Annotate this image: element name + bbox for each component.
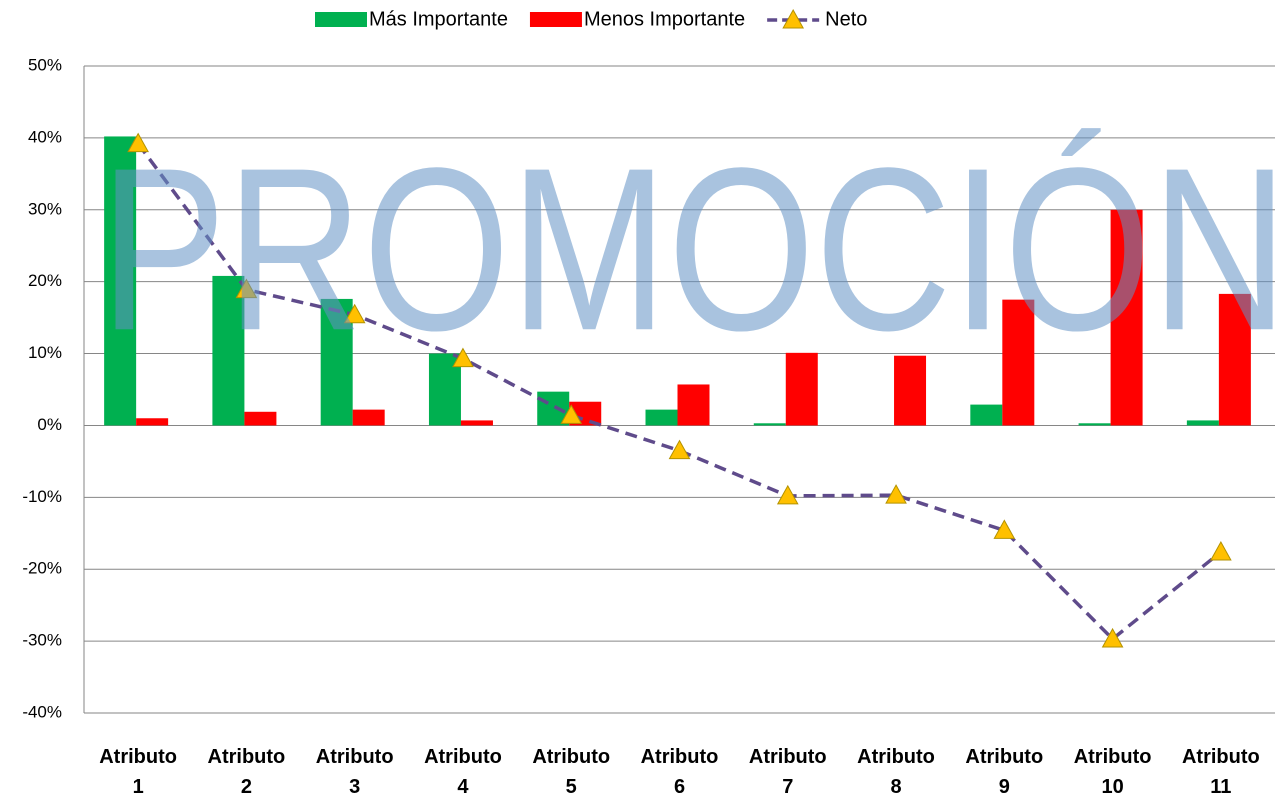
bar — [212, 275, 245, 426]
bar — [352, 409, 385, 426]
line — [136, 142, 1222, 642]
x-tick-label: Atributo 1 — [99, 746, 177, 798]
x-tick-label: Atributo 11 — [1181, 746, 1260, 798]
marker — [993, 519, 1016, 539]
bar — [460, 420, 493, 426]
bar — [244, 411, 277, 426]
marker — [668, 439, 691, 460]
marker — [343, 303, 366, 324]
marker — [560, 404, 583, 424]
legend-label: Más Importante — [369, 8, 508, 30]
y-tick-label: 20% — [28, 271, 62, 290]
y-tick-label: 30% — [28, 199, 62, 218]
bar — [1078, 423, 1111, 426]
x-tick-label: Atributo 7 — [748, 746, 827, 798]
bar — [645, 409, 678, 426]
x-tick-label: Atributo 2 — [207, 746, 286, 798]
legend-swatch — [529, 12, 582, 27]
marker — [1101, 627, 1124, 648]
marker — [1210, 540, 1232, 561]
legend-marker — [782, 8, 805, 29]
x-tick-label: Atributo 9 — [965, 746, 1044, 798]
y-tick-label: 10% — [28, 343, 62, 362]
x-tick-label: Atributo 10 — [1073, 746, 1152, 798]
y-tick-label: -10% — [22, 487, 62, 506]
marker — [776, 484, 799, 505]
marker — [127, 132, 149, 153]
y-tick-label: -20% — [22, 559, 62, 578]
bar — [1218, 293, 1251, 426]
y-tick-label: 50% — [28, 55, 62, 74]
marker — [452, 347, 474, 368]
x-tick-label: Atributo 3 — [315, 746, 394, 798]
bar — [753, 423, 786, 426]
x-tick-label: Atributo 6 — [640, 746, 719, 798]
bar — [104, 136, 137, 426]
legend-label: Neto — [825, 8, 867, 30]
x-tick-label: Atributo 5 — [532, 746, 611, 798]
bar — [785, 352, 818, 426]
x-tick-label: Atributo 4 — [424, 746, 502, 798]
y-tick-label: 40% — [28, 127, 62, 146]
bar — [1002, 299, 1035, 426]
y-tick-label: -40% — [22, 702, 62, 721]
bar — [970, 404, 1003, 426]
bar — [1186, 420, 1219, 426]
y-tick-label: 0% — [37, 415, 62, 434]
bar — [136, 418, 169, 426]
bar — [894, 355, 927, 426]
marker — [885, 484, 907, 504]
marker — [235, 278, 258, 299]
x-tick-label: Atributo 8 — [857, 746, 935, 798]
bar — [677, 384, 710, 426]
legend-swatch — [315, 12, 367, 27]
y-tick-label: -30% — [22, 631, 62, 650]
bar — [1110, 209, 1143, 426]
legend-label: Menos Importante — [584, 8, 745, 30]
watermark: PROMOCIÓN — [100, 120, 1288, 379]
